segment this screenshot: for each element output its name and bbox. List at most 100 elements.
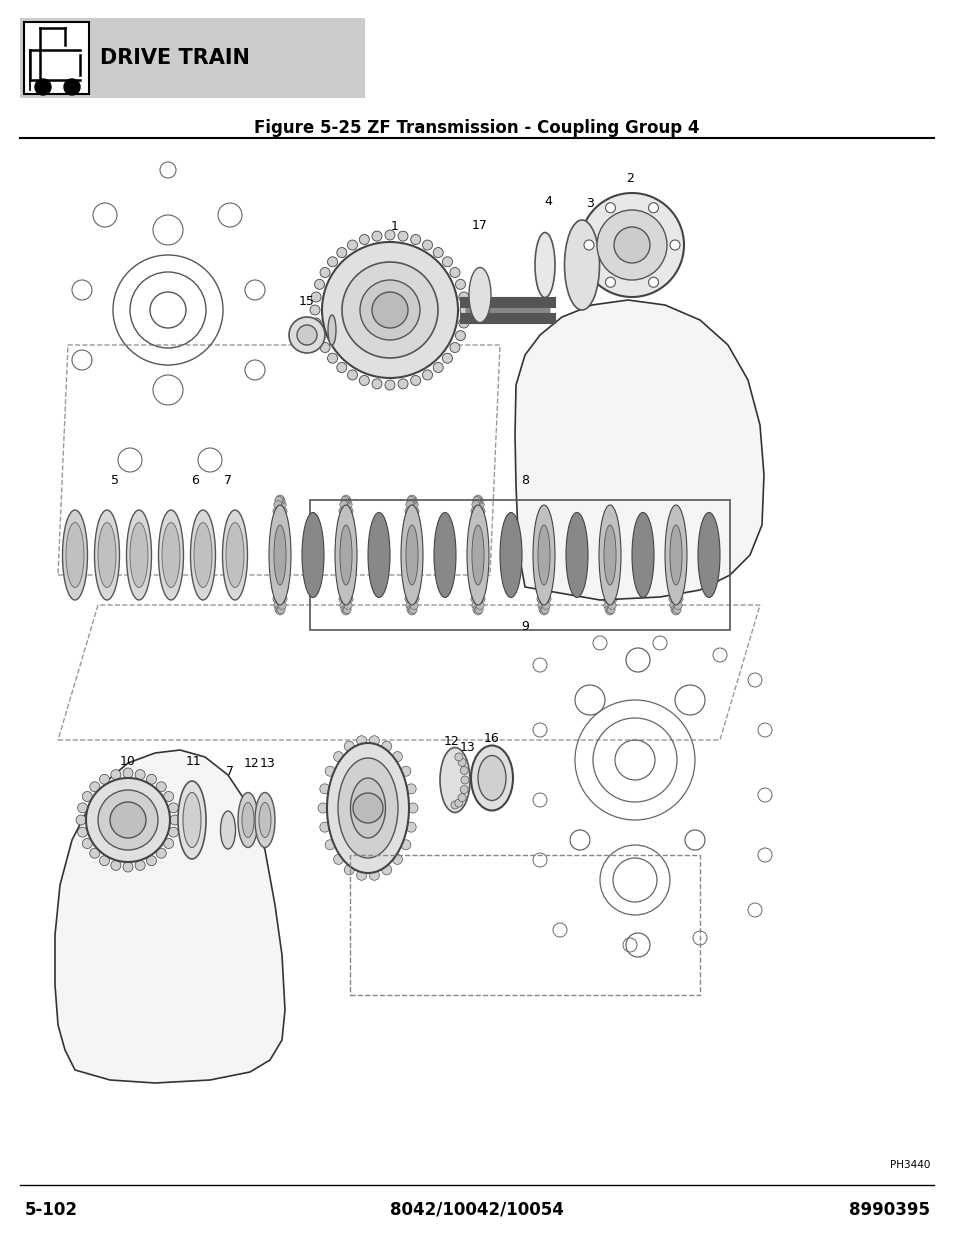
Circle shape — [610, 576, 618, 583]
Circle shape — [544, 526, 552, 535]
Circle shape — [600, 526, 609, 535]
Circle shape — [600, 551, 608, 559]
Circle shape — [543, 585, 552, 594]
Circle shape — [673, 605, 680, 614]
Text: PH3440: PH3440 — [889, 1160, 929, 1170]
Circle shape — [123, 768, 132, 778]
Circle shape — [336, 563, 345, 572]
Ellipse shape — [631, 513, 654, 598]
Circle shape — [469, 551, 476, 559]
Circle shape — [344, 864, 354, 874]
Circle shape — [346, 585, 354, 594]
Circle shape — [273, 508, 280, 515]
Circle shape — [455, 331, 465, 341]
Circle shape — [343, 605, 351, 614]
Circle shape — [405, 601, 414, 609]
Circle shape — [156, 782, 166, 792]
Circle shape — [412, 576, 420, 583]
Circle shape — [475, 605, 482, 614]
Circle shape — [610, 526, 618, 535]
Circle shape — [278, 500, 286, 509]
Circle shape — [385, 230, 395, 240]
Circle shape — [472, 500, 479, 509]
Circle shape — [544, 576, 552, 583]
Circle shape — [77, 827, 88, 837]
Circle shape — [279, 595, 287, 603]
Circle shape — [337, 526, 345, 535]
Circle shape — [536, 585, 543, 594]
Circle shape — [319, 268, 330, 278]
Circle shape — [605, 277, 615, 288]
Circle shape — [322, 242, 457, 378]
Circle shape — [459, 767, 468, 774]
Text: 17: 17 — [472, 219, 487, 232]
Circle shape — [347, 370, 357, 380]
Circle shape — [610, 563, 618, 572]
Circle shape — [347, 538, 355, 547]
Circle shape — [542, 595, 551, 603]
Circle shape — [280, 576, 288, 583]
Text: 12: 12 — [444, 735, 459, 748]
Circle shape — [469, 526, 477, 535]
Ellipse shape — [598, 505, 620, 605]
Circle shape — [601, 516, 610, 524]
Circle shape — [471, 508, 478, 515]
Circle shape — [478, 563, 486, 572]
Circle shape — [372, 231, 381, 241]
Circle shape — [677, 538, 684, 547]
Circle shape — [450, 342, 459, 352]
Circle shape — [338, 508, 347, 515]
Circle shape — [666, 551, 675, 559]
Text: 16: 16 — [483, 732, 499, 745]
Circle shape — [407, 496, 415, 504]
Circle shape — [336, 362, 347, 373]
Circle shape — [601, 585, 610, 594]
Ellipse shape — [434, 513, 456, 598]
Circle shape — [539, 495, 547, 503]
Ellipse shape — [499, 513, 521, 598]
Circle shape — [317, 803, 328, 813]
Ellipse shape — [603, 525, 616, 585]
Circle shape — [274, 500, 281, 509]
Ellipse shape — [669, 525, 681, 585]
Circle shape — [544, 538, 553, 547]
Circle shape — [408, 495, 416, 503]
Circle shape — [477, 516, 485, 524]
Text: 3: 3 — [585, 198, 594, 210]
Text: 6: 6 — [191, 474, 199, 487]
Circle shape — [336, 247, 347, 258]
Circle shape — [410, 500, 417, 509]
Ellipse shape — [220, 811, 235, 848]
Circle shape — [402, 551, 411, 559]
Circle shape — [648, 277, 658, 288]
Circle shape — [338, 595, 347, 603]
Circle shape — [77, 803, 88, 813]
Circle shape — [541, 601, 550, 609]
Circle shape — [341, 606, 350, 615]
Circle shape — [667, 526, 675, 535]
Circle shape — [411, 595, 418, 603]
Circle shape — [605, 606, 614, 615]
Circle shape — [169, 803, 178, 813]
Circle shape — [413, 551, 420, 559]
Circle shape — [608, 595, 617, 603]
Circle shape — [666, 538, 675, 547]
Circle shape — [347, 240, 357, 249]
Circle shape — [327, 353, 337, 363]
Circle shape — [147, 856, 156, 866]
Circle shape — [442, 257, 452, 267]
Circle shape — [410, 375, 420, 385]
Ellipse shape — [66, 522, 84, 588]
Circle shape — [164, 792, 173, 802]
Circle shape — [648, 203, 658, 212]
Circle shape — [372, 291, 408, 329]
Circle shape — [296, 325, 316, 345]
Circle shape — [538, 496, 546, 504]
Circle shape — [337, 516, 346, 524]
Circle shape — [404, 516, 412, 524]
Circle shape — [111, 769, 121, 779]
Text: 8: 8 — [520, 474, 529, 487]
Ellipse shape — [467, 505, 489, 605]
Circle shape — [422, 240, 432, 249]
Circle shape — [319, 342, 330, 352]
